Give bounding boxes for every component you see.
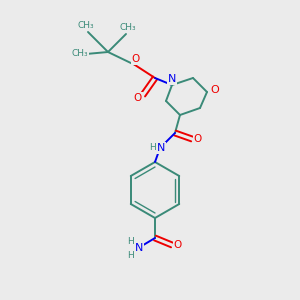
- Text: H: H: [128, 238, 134, 247]
- Text: CH₃: CH₃: [72, 50, 88, 58]
- Text: O: O: [211, 85, 219, 95]
- Text: N: N: [168, 74, 176, 84]
- Text: O: O: [174, 240, 182, 250]
- Text: CH₃: CH₃: [120, 23, 136, 32]
- Text: O: O: [134, 93, 142, 103]
- Text: H: H: [128, 250, 134, 260]
- Text: N: N: [135, 243, 143, 253]
- Text: CH₃: CH₃: [78, 22, 94, 31]
- Text: H: H: [148, 142, 155, 152]
- Text: O: O: [132, 54, 140, 64]
- Text: O: O: [194, 134, 202, 144]
- Text: N: N: [157, 143, 165, 153]
